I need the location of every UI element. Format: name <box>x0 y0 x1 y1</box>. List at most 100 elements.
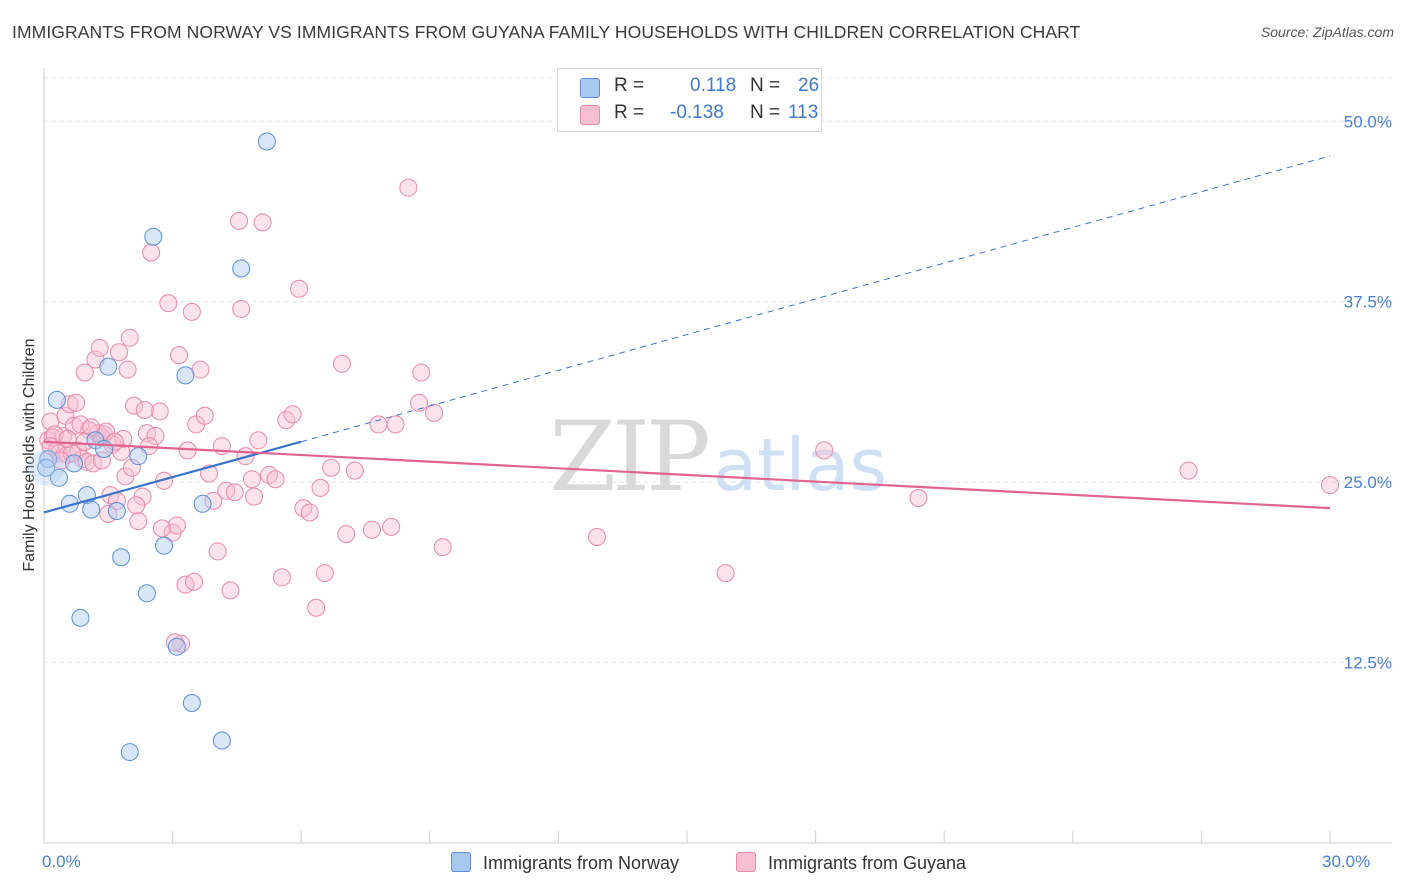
y-tick-label-2: 37.5% <box>1344 293 1392 312</box>
watermark: ZIP atlas <box>549 401 887 513</box>
guyana-point-62 <box>253 213 272 232</box>
guyana-point-46 <box>182 302 201 321</box>
trend-lines <box>43 155 1331 514</box>
guyana-point-55 <box>221 581 240 600</box>
watermark-zip: ZIP <box>549 401 708 513</box>
norway-trend-extension <box>301 155 1331 443</box>
norway-points <box>28 132 276 762</box>
y-tick-label-1: 25.0% <box>1344 473 1392 492</box>
guyana-point-41 <box>167 516 186 535</box>
norway-point-1 <box>47 390 66 409</box>
norway-point-16 <box>144 227 163 246</box>
norway-r-label: R = <box>614 75 645 96</box>
norway-point-21 <box>193 494 212 513</box>
axes <box>43 68 1392 844</box>
guyana-point-81 <box>399 178 418 197</box>
guyana-point-83 <box>412 363 431 382</box>
norway-point-5 <box>71 608 90 627</box>
guyana-point-65 <box>272 568 291 587</box>
guyana-point-32 <box>129 512 148 531</box>
norway-point-7 <box>82 500 101 519</box>
norway-swatch <box>580 78 600 98</box>
guyana-point-58 <box>232 299 251 318</box>
guyana-point-71 <box>307 598 326 617</box>
chart-title: IMMIGRANTS FROM NORWAY VS IMMIGRANTS FRO… <box>12 22 1081 42</box>
bottom-norway-label: Immigrants from Norway <box>483 853 680 873</box>
norway-point-20 <box>182 693 201 712</box>
guyana-trend-line <box>43 440 1331 510</box>
norway-point-23 <box>232 259 251 278</box>
guyana-point-39 <box>159 294 178 313</box>
norway-point-4 <box>65 454 84 473</box>
guyana-point-31 <box>125 396 144 415</box>
norway-n-label: N = <box>750 75 781 96</box>
guyana-point-72 <box>311 478 330 497</box>
guyana-point-75 <box>337 525 356 544</box>
norway-point-9 <box>95 439 114 458</box>
guyana-point-86 <box>587 528 606 546</box>
guyana-point-78 <box>369 415 388 434</box>
guyana-point-80 <box>386 415 405 434</box>
norway-point-22 <box>212 731 231 750</box>
guyana-point-76 <box>345 461 364 480</box>
norway-point-12 <box>112 548 131 567</box>
guyana-point-102 <box>58 429 77 448</box>
norway-point-18 <box>167 637 186 656</box>
guyana-point-51 <box>204 491 223 510</box>
guyana-point-61 <box>249 431 268 450</box>
guyana-point-110 <box>92 451 111 470</box>
norway-r-value: 0.118 <box>690 75 737 96</box>
guyana-point-100 <box>71 415 90 434</box>
guyana-point-57 <box>230 211 249 230</box>
y-tick-label-0: 12.5% <box>1344 654 1392 673</box>
x-tick-min: 0.0% <box>42 852 81 871</box>
source-credit: Source: ZipAtlas.com <box>1260 24 1394 40</box>
guyana-point-98 <box>152 519 171 538</box>
norway-point-15 <box>137 584 156 603</box>
guyana-point-29 <box>118 360 137 379</box>
guyana-point-107 <box>185 572 204 591</box>
guyana-point-88 <box>815 441 834 460</box>
guyana-point-73 <box>315 564 334 583</box>
guyana-point-48 <box>191 360 210 379</box>
guyana-point-68 <box>290 279 309 298</box>
norway-point-19 <box>176 366 195 385</box>
guyana-point-108 <box>245 487 264 506</box>
y-tick-label-3: 50.0% <box>1344 112 1392 131</box>
guyana-point-56 <box>225 483 244 502</box>
guyana-point-26 <box>110 343 129 362</box>
guyana-point-19 <box>90 338 109 357</box>
guyana-point-60 <box>242 470 261 489</box>
guyana-points <box>39 178 1339 653</box>
bottom-legend-guyana: Immigrants from Guyana <box>736 852 966 876</box>
norway-point-13 <box>120 743 139 762</box>
bottom-norway-swatch <box>451 852 471 872</box>
guyana-point-67 <box>283 405 302 424</box>
legend-box: R = 0.118 N = 26 R = -0.138 N = 113 <box>557 68 822 132</box>
guyana-point-112 <box>322 458 341 477</box>
y-tick-labels: 12.5% 25.0% 37.5% 50.0% <box>1344 112 1392 672</box>
guyana-point-90 <box>1179 461 1198 480</box>
norway-point-11 <box>107 502 126 521</box>
watermark-atlas: atlas <box>713 423 887 507</box>
guyana-point-87 <box>716 564 735 583</box>
norway-point-2 <box>50 468 69 487</box>
guyana-r-value: -0.138 <box>670 102 724 123</box>
bottom-legend-norway: Immigrants from Norway <box>451 852 679 876</box>
guyana-point-85 <box>433 538 452 557</box>
guyana-point-37 <box>150 402 169 421</box>
guyana-point-64 <box>266 470 285 489</box>
guyana-point-79 <box>382 517 401 536</box>
bottom-guyana-swatch <box>736 852 756 872</box>
guyana-point-13 <box>75 363 94 382</box>
norway-point-17 <box>155 536 174 555</box>
guyana-swatch <box>580 105 600 125</box>
norway-point-14 <box>129 447 148 466</box>
guyana-point-52 <box>208 542 227 561</box>
guyana-point-10 <box>67 393 86 412</box>
guyana-point-30 <box>120 328 139 347</box>
guyana-point-74 <box>332 354 351 373</box>
guyana-point-106 <box>127 496 146 515</box>
norway-point-10 <box>99 357 118 376</box>
